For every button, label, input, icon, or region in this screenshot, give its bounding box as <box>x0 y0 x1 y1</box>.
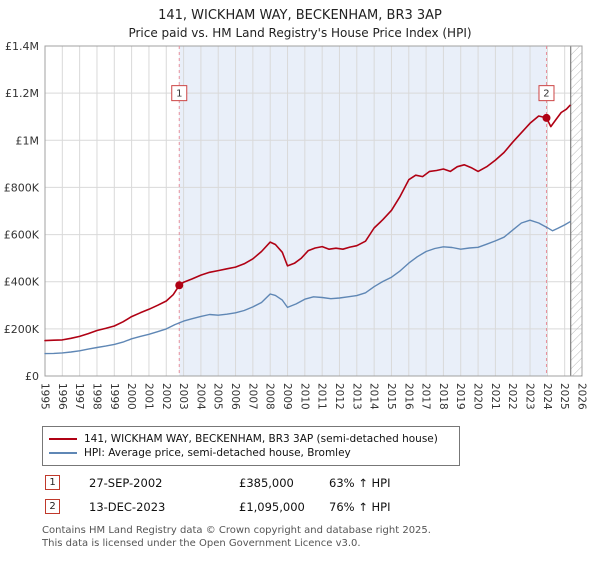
footer-line-1: Contains HM Land Registry data © Crown c… <box>42 525 431 536</box>
svg-text:2016: 2016 <box>402 383 414 410</box>
svg-text:£200K: £200K <box>4 323 40 336</box>
svg-text:£0: £0 <box>25 370 39 383</box>
svg-text:2006: 2006 <box>229 383 241 410</box>
svg-text:2024: 2024 <box>541 383 553 410</box>
price-report-page: 141, WICKHAM WAY, BECKENHAM, BR3 3AP Pri… <box>0 8 600 550</box>
transaction-price: £385,000 <box>239 475 294 490</box>
svg-text:2007: 2007 <box>246 383 258 410</box>
plot-frame <box>44 45 583 377</box>
svg-text:£1M: £1M <box>16 134 40 147</box>
svg-text:1999: 1999 <box>108 383 120 410</box>
svg-text:2001: 2001 <box>142 383 154 410</box>
svg-text:2011: 2011 <box>316 383 328 410</box>
sale-marker-dot <box>542 113 551 122</box>
sale-marker-flag: 2 <box>538 85 555 102</box>
svg-text:2018: 2018 <box>437 383 449 410</box>
transaction-date: 13-DEC-2023 <box>89 499 166 514</box>
svg-text:1998: 1998 <box>90 383 102 410</box>
svg-text:2000: 2000 <box>125 383 137 410</box>
svg-text:1997: 1997 <box>73 383 85 410</box>
page-title: 141, WICKHAM WAY, BECKENHAM, BR3 3AP <box>158 8 442 23</box>
svg-text:2013: 2013 <box>350 383 362 410</box>
svg-text:2022: 2022 <box>506 383 518 410</box>
transaction-hpi-change: 76% ↑ HPI <box>329 499 391 514</box>
x-axis-labels: 1995 1996 1997 1998 1999 2000 2001 2002 2003 2004… <box>39 383 588 410</box>
property-price-line <box>44 104 571 342</box>
svg-text:2010: 2010 <box>298 383 310 410</box>
sale-marker-flag: 1 <box>171 85 188 102</box>
legend-item-hpi: HPI: Average price, semi-detached house,… <box>49 447 453 459</box>
svg-text:2: 2 <box>543 89 549 100</box>
transaction-row-2: 2 13-DEC-2023 £1,095,000 76% ↑ HPI <box>45 499 600 514</box>
svg-text:2017: 2017 <box>420 383 432 410</box>
svg-text:£1.2M: £1.2M <box>5 87 39 100</box>
transaction-price: £1,095,000 <box>239 499 305 514</box>
svg-text:2004: 2004 <box>194 383 206 410</box>
svg-text:1: 1 <box>176 89 182 100</box>
svg-text:2020: 2020 <box>472 383 484 410</box>
svg-text:2002: 2002 <box>160 383 172 410</box>
legend-label-hpi: HPI: Average price, semi-detached house,… <box>84 447 351 459</box>
hpi-line-swatch <box>49 452 77 454</box>
future-hatch-region <box>570 46 582 376</box>
svg-text:£400K: £400K <box>4 276 40 289</box>
svg-text:2019: 2019 <box>454 383 466 410</box>
svg-text:£600K: £600K <box>4 229 40 242</box>
transaction-date: 27-SEP-2002 <box>89 475 163 490</box>
svg-text:£800K: £800K <box>4 181 40 194</box>
y-axis-labels: £0 £200K £400K £600K £800K £1M £1.2M £1.4M <box>4 40 40 383</box>
svg-text:2015: 2015 <box>385 383 397 410</box>
transaction-number-badge: 2 <box>45 499 60 514</box>
sale-marker-dot <box>175 281 184 290</box>
page-subtitle: Price paid vs. HM Land Registry's House … <box>128 26 472 40</box>
transaction-number-badge: 1 <box>45 475 60 490</box>
svg-text:2012: 2012 <box>333 383 345 410</box>
between-sales-shading <box>179 46 547 376</box>
svg-text:1995: 1995 <box>39 383 51 410</box>
svg-text:2003: 2003 <box>177 383 189 410</box>
svg-text:£1.4M: £1.4M <box>5 40 39 53</box>
transaction-row-1: 1 27-SEP-2002 £385,000 63% ↑ HPI <box>45 475 600 490</box>
gridlines <box>44 45 583 377</box>
property-line-swatch <box>49 438 77 440</box>
price-history-chart: 1 2 £0 £200K £400K £600K £800K £1M £1.2M £1.4M 199… <box>4 40 588 410</box>
legend-label-property: 141, WICKHAM WAY, BECKENHAM, BR3 3AP (se… <box>84 433 438 445</box>
svg-text:2008: 2008 <box>264 383 276 410</box>
transaction-hpi-change: 63% ↑ HPI <box>329 475 391 490</box>
chart-legend: 141, WICKHAM WAY, BECKENHAM, BR3 3AP (se… <box>42 426 460 466</box>
svg-text:2023: 2023 <box>524 383 536 410</box>
svg-text:2005: 2005 <box>212 383 224 410</box>
hpi-line <box>44 219 571 355</box>
svg-text:2026: 2026 <box>576 383 588 410</box>
svg-text:2021: 2021 <box>489 383 501 410</box>
svg-text:1996: 1996 <box>56 383 68 410</box>
legend-item-property: 141, WICKHAM WAY, BECKENHAM, BR3 3AP (se… <box>49 433 453 445</box>
svg-text:2009: 2009 <box>281 383 293 410</box>
svg-text:2025: 2025 <box>558 383 570 410</box>
license-footer: Contains HM Land Registry data © Crown c… <box>42 524 600 550</box>
svg-text:2014: 2014 <box>368 383 380 410</box>
footer-line-2: This data is licensed under the Open Gov… <box>42 538 361 549</box>
